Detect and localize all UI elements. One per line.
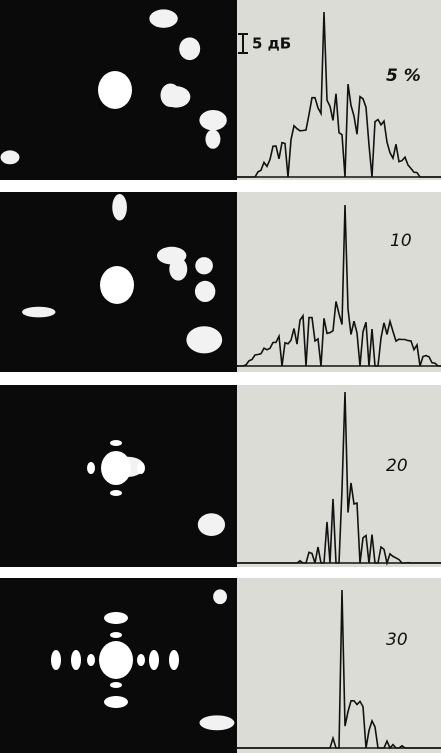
side-spot (87, 462, 95, 474)
speckle (186, 326, 223, 354)
speckle (0, 150, 20, 165)
speckle (194, 280, 216, 302)
scale-bar-label: 5 дБ (252, 35, 291, 53)
speckle (149, 9, 178, 28)
side-spot (110, 490, 122, 496)
spectrum-trace (237, 11, 441, 178)
panel-label: 10 (390, 231, 412, 251)
side-spot (87, 654, 95, 666)
central-spot (98, 71, 132, 109)
speckle (156, 246, 187, 265)
spectrum-trace (237, 204, 441, 367)
speckle (199, 715, 235, 731)
central-spot (99, 641, 133, 679)
side-spot (104, 612, 128, 624)
central-spot (101, 451, 131, 485)
side-spot (137, 654, 145, 666)
scale-bar: 5 дБ (238, 33, 291, 54)
speckle (112, 193, 127, 221)
side-spot (110, 440, 122, 446)
side-spot (137, 462, 145, 474)
side-spot (71, 650, 81, 670)
side-spot (149, 650, 159, 670)
panel-label: 5 % (386, 66, 421, 86)
speckle (22, 306, 56, 318)
spectrum-panel (237, 192, 441, 372)
panel-label: 30 (386, 630, 408, 650)
speckle (213, 589, 227, 605)
speckle (179, 37, 201, 61)
speckle (197, 513, 226, 537)
spectrum-panel (237, 0, 441, 180)
side-spot (110, 632, 122, 638)
side-spot (110, 682, 122, 688)
panel-label: 20 (386, 456, 408, 476)
side-spot (104, 696, 128, 708)
speckle (205, 129, 221, 149)
speckle (199, 109, 227, 131)
speckle (195, 257, 213, 275)
central-spot (100, 266, 134, 304)
speckle (161, 86, 191, 108)
side-spot (169, 650, 179, 670)
spectrum-panel (237, 385, 441, 567)
side-spot (51, 650, 61, 670)
